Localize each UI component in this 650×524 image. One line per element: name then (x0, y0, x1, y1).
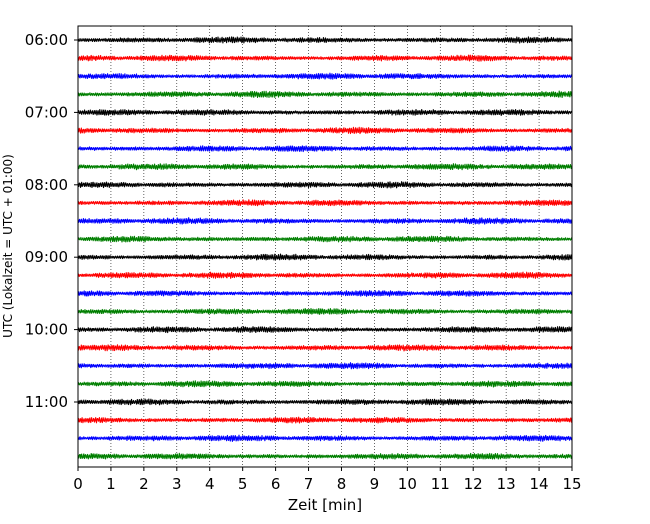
trace-row-18 (77, 362, 573, 370)
trace-row-1 (77, 54, 573, 62)
trace-row-21 (77, 416, 573, 424)
trace-row-23 (77, 452, 573, 460)
x-tick-label: 11 (431, 475, 450, 493)
trace-row-5 (77, 126, 573, 135)
plot-frame (77, 25, 573, 468)
trace-series (77, 36, 573, 460)
y-axis-label: UTC (Lokalzeit = UTC + 01:00) (1, 154, 15, 338)
trace-row-7 (77, 163, 573, 171)
trace-row-19 (77, 380, 573, 388)
y-tick-label: 06:00 (25, 31, 68, 49)
x-axis-ticks: 0 1 2 3 4 5 6 7 8 9 10 11 12 13 14 15 (73, 467, 582, 493)
x-tick-label: 1 (106, 475, 116, 493)
x-tick-label: 5 (238, 475, 248, 493)
x-tick-label: 4 (205, 475, 215, 493)
y-tick-label: 07:00 (25, 103, 68, 121)
trace-row-13 (77, 271, 573, 279)
trace-row-8 (77, 181, 573, 189)
trace-row-3 (77, 90, 573, 99)
x-tick-label: 2 (139, 475, 149, 493)
x-tick-label: 14 (530, 475, 549, 493)
x-tick-label: 6 (271, 475, 281, 493)
trace-row-0 (77, 36, 573, 44)
x-tick-label: 12 (464, 475, 483, 493)
trace-row-4 (77, 108, 573, 116)
trace-row-2 (77, 72, 573, 80)
trace-row-10 (77, 217, 573, 225)
x-tick-label: 3 (172, 475, 182, 493)
trace-row-14 (77, 290, 573, 297)
trace-row-20 (77, 398, 573, 406)
x-tick-label: 15 (562, 475, 581, 493)
trace-row-17 (77, 344, 573, 352)
trace-row-6 (77, 145, 573, 153)
trace-row-22 (77, 434, 573, 442)
y-axis-ticks: 06:00 07:00 08:00 09:00 10:00 11:00 (25, 31, 78, 411)
y-tick-label: 09:00 (25, 248, 68, 266)
x-tick-label: 0 (73, 475, 83, 493)
x-tick-label: 9 (370, 475, 380, 493)
x-tick-label: 8 (337, 475, 347, 493)
trace-row-9 (77, 199, 573, 207)
y-tick-label: 08:00 (25, 176, 68, 194)
y-tick-label: 10:00 (25, 321, 68, 339)
trace-row-15 (77, 307, 573, 315)
x-axis-label: Zeit [min] (288, 496, 362, 514)
trace-row-11 (77, 235, 573, 243)
trace-row-12 (77, 253, 573, 261)
trace-row-16 (77, 326, 573, 334)
y-tick-label: 11:00 (25, 393, 68, 411)
x-tick-label: 7 (304, 475, 314, 493)
x-tick-label: 10 (398, 475, 417, 493)
x-tick-label: 13 (497, 475, 516, 493)
